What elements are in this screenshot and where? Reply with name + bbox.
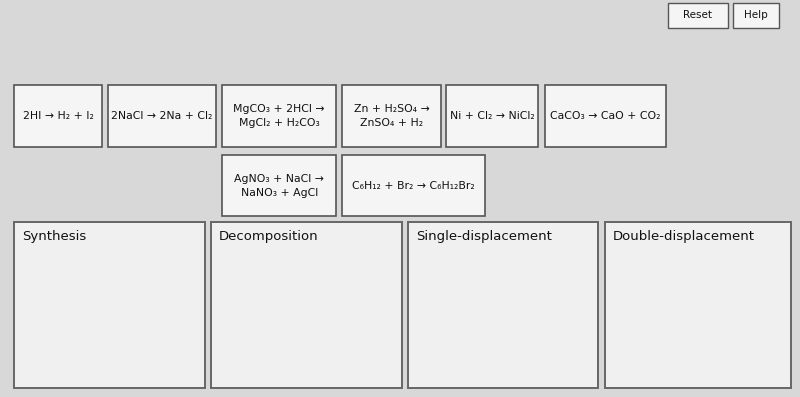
FancyBboxPatch shape — [408, 222, 598, 388]
FancyBboxPatch shape — [222, 155, 336, 216]
Text: CaCO₃ → CaO + CO₂: CaCO₃ → CaO + CO₂ — [550, 111, 661, 121]
Text: Zn + H₂SO₄ →
ZnSO₄ + H₂: Zn + H₂SO₄ → ZnSO₄ + H₂ — [354, 104, 430, 128]
FancyBboxPatch shape — [733, 3, 779, 28]
Text: Double-displacement: Double-displacement — [613, 230, 755, 243]
FancyBboxPatch shape — [545, 85, 666, 147]
FancyBboxPatch shape — [14, 85, 102, 147]
Text: Reset: Reset — [683, 10, 713, 21]
Text: Synthesis: Synthesis — [22, 230, 86, 243]
Text: Decomposition: Decomposition — [219, 230, 319, 243]
FancyBboxPatch shape — [14, 222, 205, 388]
FancyBboxPatch shape — [108, 85, 216, 147]
FancyBboxPatch shape — [446, 85, 538, 147]
FancyBboxPatch shape — [668, 3, 728, 28]
FancyBboxPatch shape — [211, 222, 402, 388]
Text: AgNO₃ + NaCl →
NaNO₃ + AgCl: AgNO₃ + NaCl → NaNO₃ + AgCl — [234, 173, 324, 198]
FancyBboxPatch shape — [605, 222, 791, 388]
Text: Ni + Cl₂ → NiCl₂: Ni + Cl₂ → NiCl₂ — [450, 111, 534, 121]
Text: C₆H₁₂ + Br₂ → C₆H₁₂Br₂: C₆H₁₂ + Br₂ → C₆H₁₂Br₂ — [352, 181, 475, 191]
Text: 2HI → H₂ + I₂: 2HI → H₂ + I₂ — [23, 111, 94, 121]
FancyBboxPatch shape — [342, 155, 485, 216]
Text: Single-displacement: Single-displacement — [416, 230, 552, 243]
FancyBboxPatch shape — [342, 85, 441, 147]
Text: 2NaCl → 2Na + Cl₂: 2NaCl → 2Na + Cl₂ — [111, 111, 213, 121]
Text: Help: Help — [744, 10, 768, 21]
FancyBboxPatch shape — [222, 85, 336, 147]
Text: MgCO₃ + 2HCl →
MgCl₂ + H₂CO₃: MgCO₃ + 2HCl → MgCl₂ + H₂CO₃ — [234, 104, 325, 128]
